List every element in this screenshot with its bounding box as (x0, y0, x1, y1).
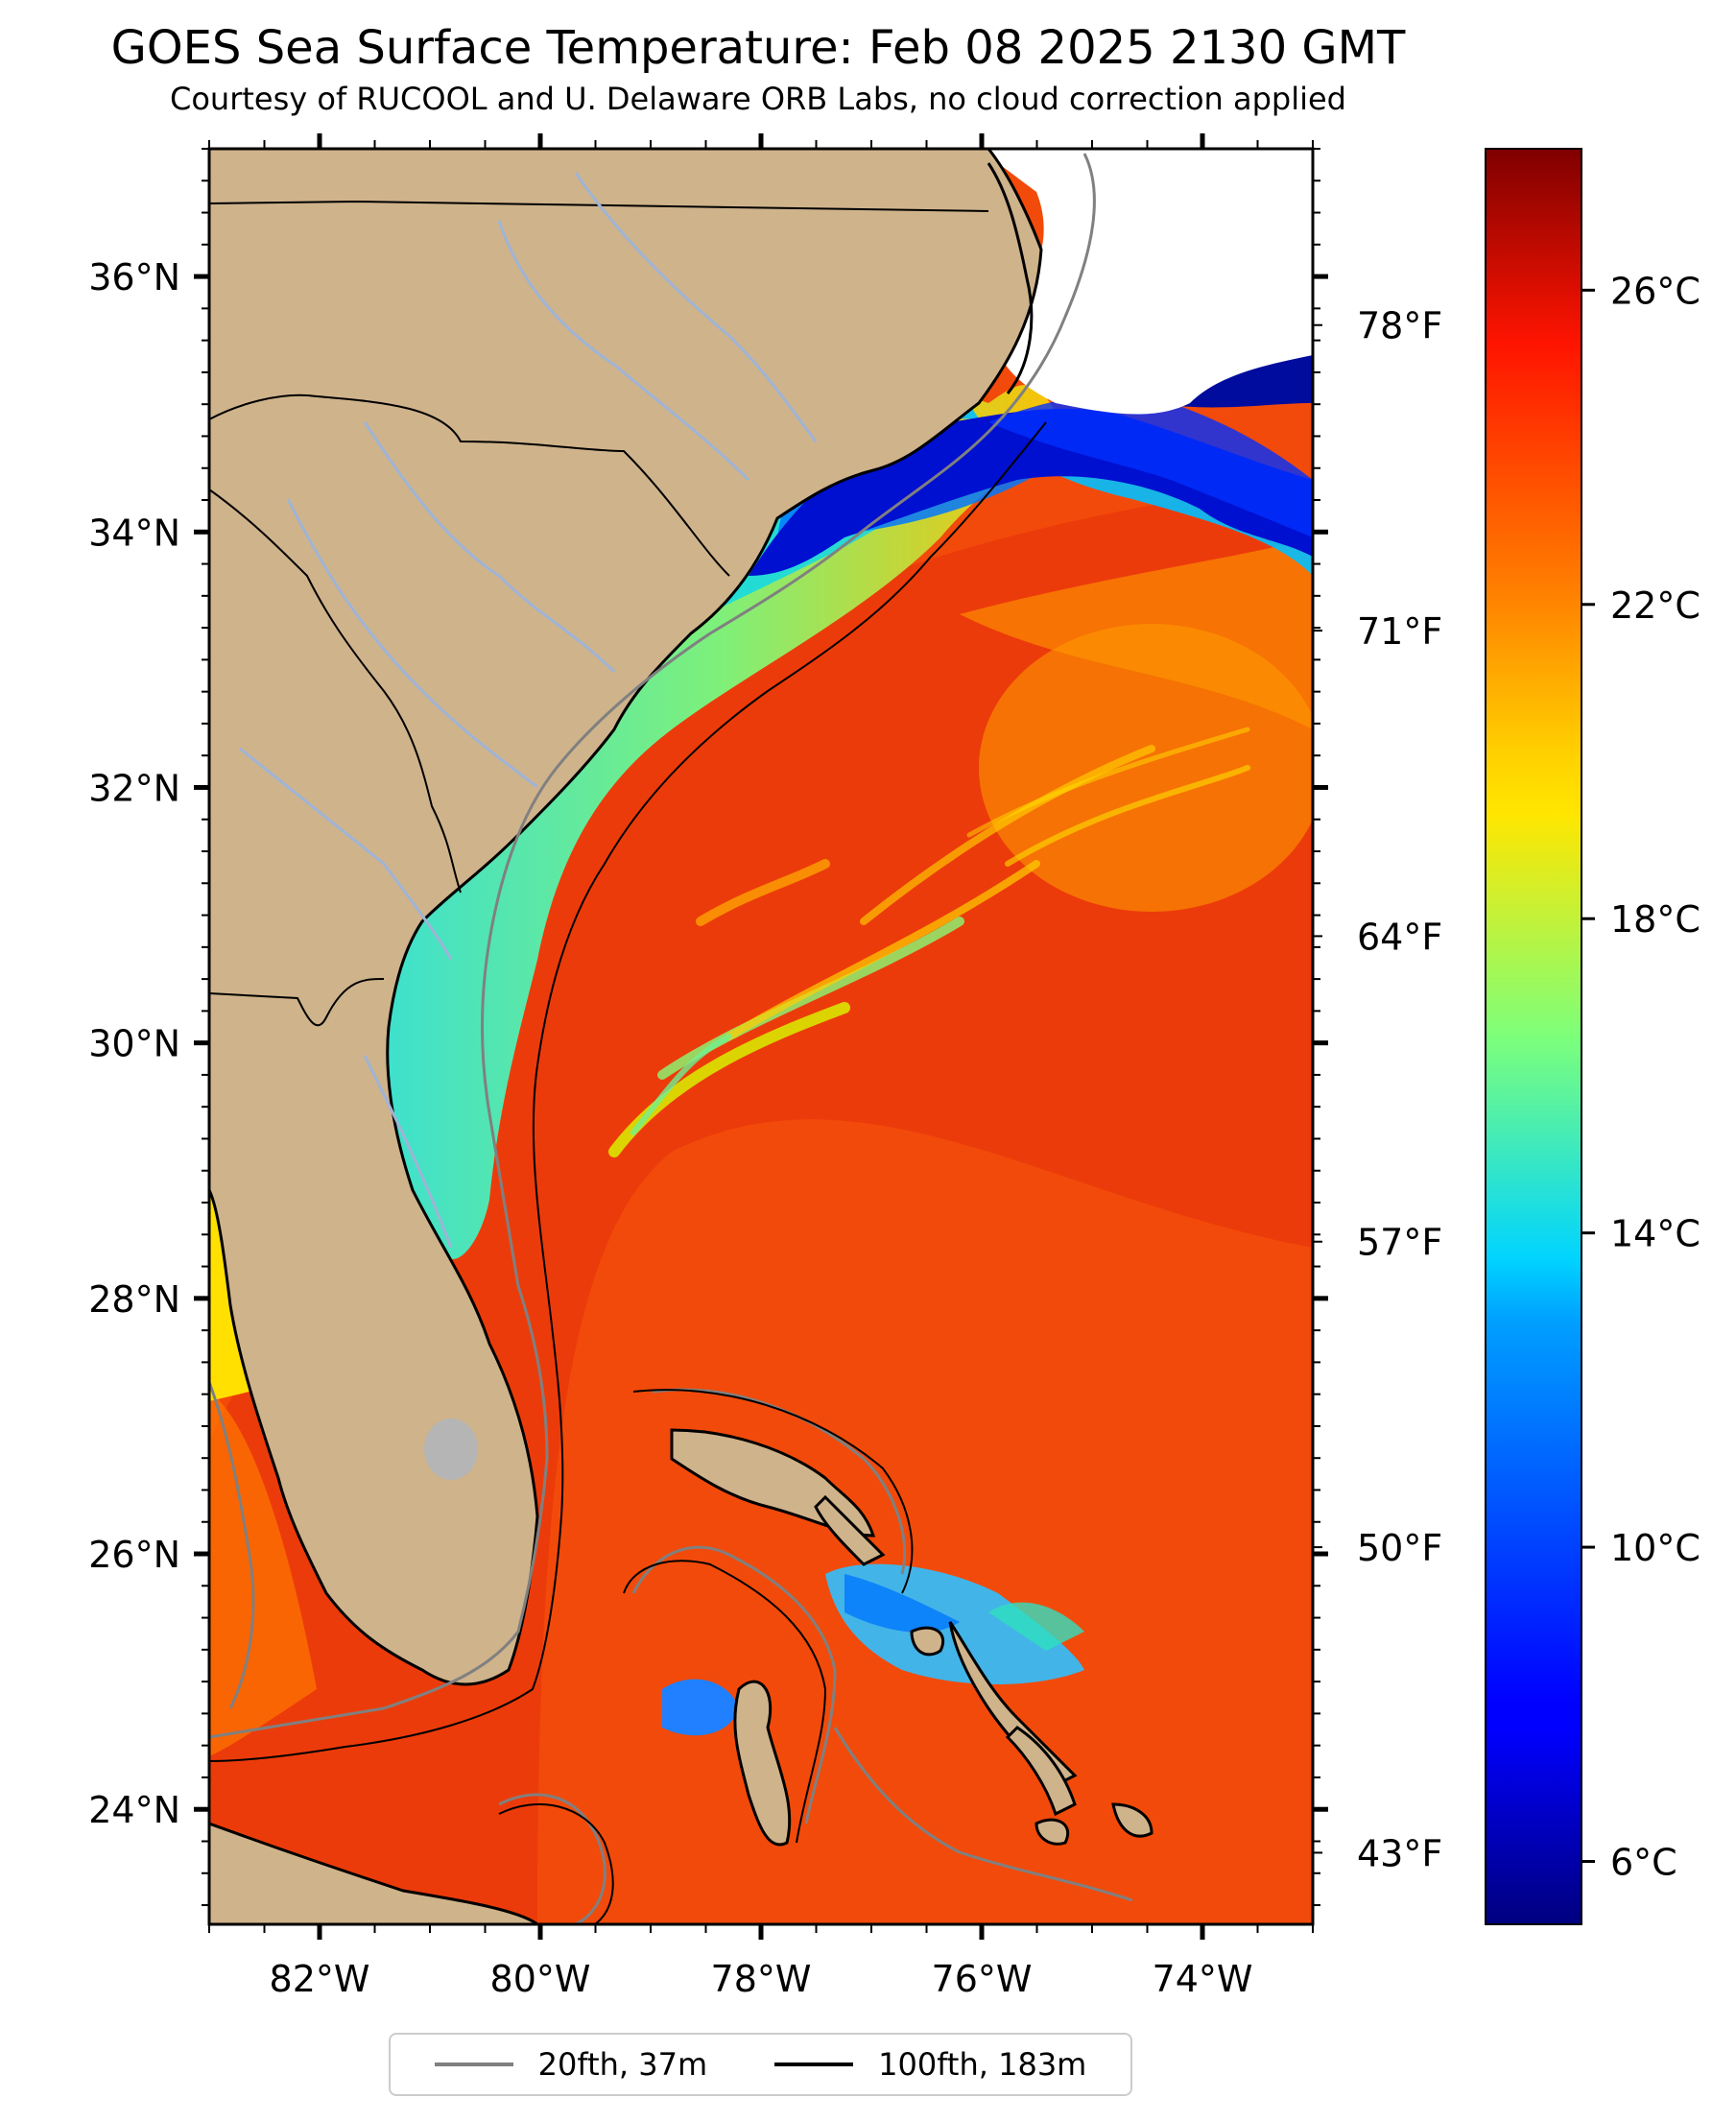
lat-tick-label: 36°N (88, 256, 180, 298)
colorbar (1485, 148, 1582, 1925)
sst-map (209, 149, 1313, 1924)
fahrenheit-tick-label: 43°F (1357, 1832, 1442, 1874)
legend-label-20fth: 20fth, 37m (537, 2046, 708, 2083)
lon-tick-label: 82°W (270, 1958, 370, 2000)
lat-tick-label: 32°N (88, 767, 180, 809)
sst-streaks (608, 727, 1250, 1157)
legend-item-100fth: 100fth, 183m (774, 2046, 1086, 2083)
legend-swatch-20fth (434, 2062, 513, 2066)
map-subtitle: Courtesy of RUCOOL and U. Delaware ORB L… (170, 81, 1346, 117)
celsius-tick-label: 14°C (1610, 1213, 1700, 1255)
isobath-100fth (209, 421, 1047, 1924)
isobath-legend: 20fth, 37m 100fth, 183m (389, 2033, 1132, 2096)
colorbar-axes: 6°C 10°C 14°C 18°C 22°C 26°C 43°F 50°F 57°F 64°F 7… (1313, 270, 1700, 1884)
isobath-20fth (209, 153, 1133, 1924)
rivers (239, 172, 818, 1249)
map-title: GOES Sea Surface Temperature: Feb 08 202… (110, 21, 1406, 75)
lat-tick-label: 30°N (88, 1023, 180, 1065)
celsius-tick-label: 6°C (1610, 1842, 1677, 1884)
lat-tick-label: 28°N (88, 1278, 180, 1321)
legend-label-100fth: 100fth, 183m (878, 2046, 1087, 2083)
fahrenheit-tick-label: 57°F (1357, 1222, 1442, 1264)
celsius-tick-label: 18°C (1610, 898, 1700, 941)
lon-tick-label: 78°W (711, 1958, 812, 2000)
warm-patch (960, 537, 1313, 729)
lon-tick-label: 80°W (490, 1958, 591, 2000)
bank-teal-patch (988, 1602, 1084, 1651)
celsius-tick-label: 22°C (1610, 584, 1700, 627)
fahrenheit-tick-label: 71°F (1357, 610, 1442, 653)
andros-west-water (662, 1679, 739, 1736)
outer-banks-coast (987, 162, 1034, 394)
lat-tick-label: 26°N (88, 1534, 180, 1576)
map-axes: 82°W 80°W 78°W 76°W 74°W 36°N 34°N 32°N 30°N 28°N… (88, 133, 1328, 2000)
cuba-land (209, 1822, 540, 1924)
lon-tick-label: 76°W (932, 1958, 1033, 2000)
bahamas-cold-patch (844, 1574, 960, 1633)
legend-item-20fth: 20fth, 37m (434, 2046, 708, 2083)
fahrenheit-tick-label: 50°F (1357, 1527, 1442, 1569)
celsius-tick-label: 10°C (1610, 1527, 1700, 1569)
lat-tick-label: 24°N (88, 1789, 180, 1831)
lat-tick-label: 34°N (88, 512, 180, 554)
lake-okeechobee (424, 1419, 478, 1480)
fahrenheit-tick-label: 78°F (1357, 305, 1442, 347)
no-data-region (979, 149, 1313, 415)
celsius-tick-label: 26°C (1610, 270, 1700, 312)
legend-swatch-100fth (774, 2062, 854, 2066)
state-borders (209, 200, 989, 1027)
lon-tick-label: 74°W (1153, 1958, 1253, 2000)
cold-water-edge (988, 394, 1313, 537)
southeast-us-land (209, 149, 1043, 1686)
fahrenheit-tick-label: 64°F (1357, 916, 1442, 958)
bahamas-islands (670, 1428, 1153, 1847)
